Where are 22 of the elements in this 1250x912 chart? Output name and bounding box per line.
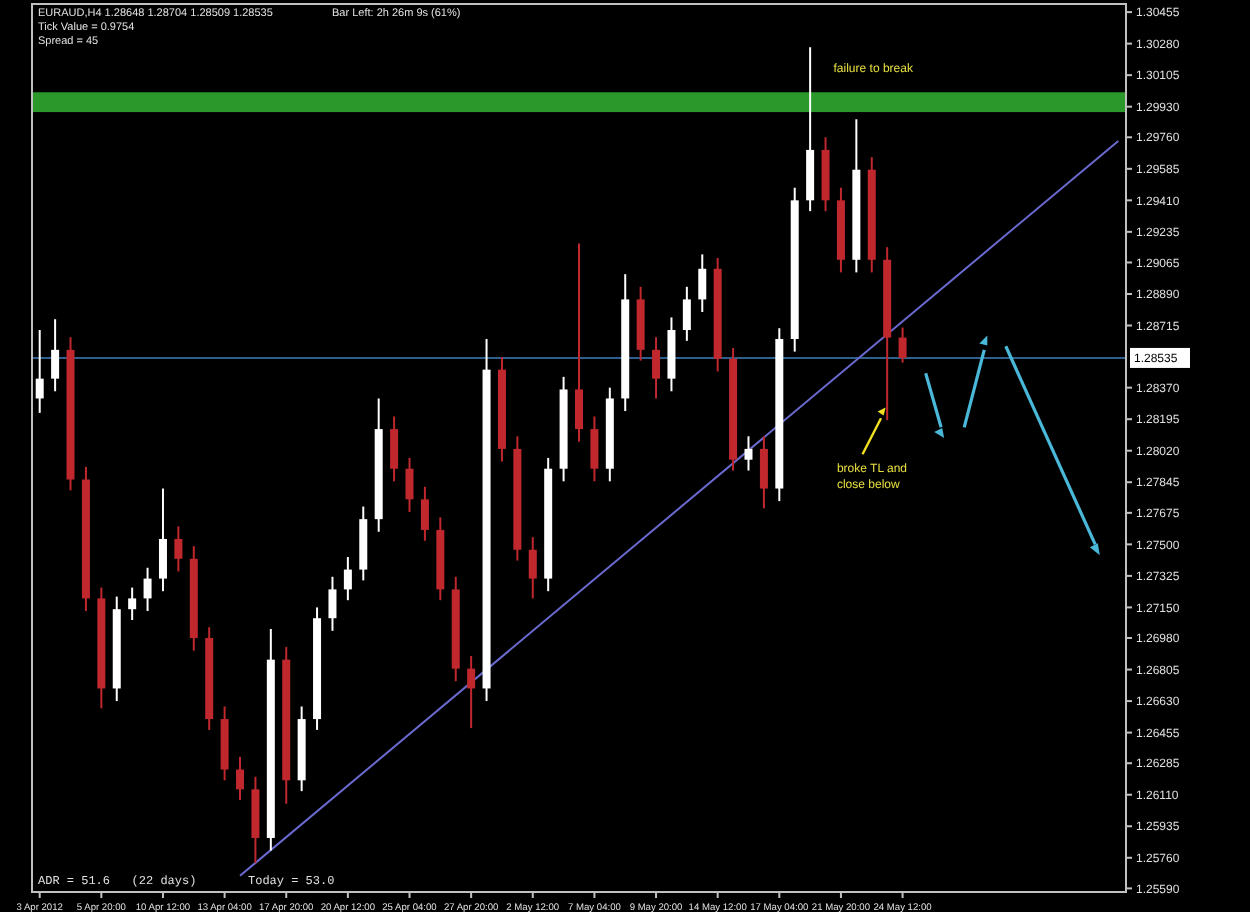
candlestick [759,435,768,510]
candlestick [128,586,137,622]
candlestick [652,336,661,400]
candlestick [143,566,152,613]
candlestick [898,326,907,364]
candlestick [390,415,399,483]
candlestick [590,415,599,483]
candlestick [575,242,583,443]
candlestick [174,525,183,573]
candlestick [467,655,476,730]
candlestick [405,456,414,513]
candlestick [343,555,352,602]
candlestick [698,253,707,314]
candlestick [528,536,537,600]
candlestick [158,487,167,593]
candlestick [420,485,429,542]
candlestick [236,755,245,802]
candlestick [35,329,44,414]
candlestick [328,575,337,632]
candlestick [682,285,691,342]
candlestick [744,435,753,472]
candlestick [51,318,60,393]
